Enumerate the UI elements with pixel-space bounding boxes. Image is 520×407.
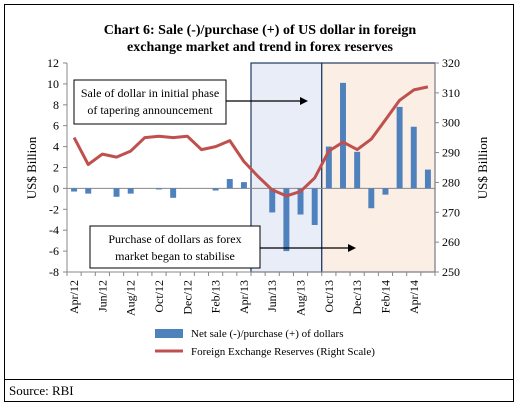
y-tick-label-left: -6 (49, 244, 59, 258)
annotation-text-2-line2: market began to stabilise (115, 249, 235, 263)
y-tick-label-right: 250 (442, 265, 460, 279)
shaded-region-2 (321, 62, 436, 273)
x-tick-labels: Apr/12 Jun/12 Aug/12 Oct/12 Dec/12 Feb/13 Apr/… (67, 280, 421, 316)
bar-Oct/13 (325, 146, 332, 189)
legend-label-line: Foreign Exchange Reserves (Right Scale) (191, 346, 375, 358)
chart-canvas: -8 -6 -4 -2 0 2 4 6 8 10 12 250 260 270 280 290 300 310 3… (24, 23, 490, 358)
x-tick-label: Jun/13 (265, 280, 279, 312)
annotation-arrowhead-1 (300, 97, 308, 105)
y-axis-label-left: US$ Billion (24, 136, 39, 199)
annotation-text-2-line1: Purchase of dollars as forex (108, 232, 241, 246)
x-tick-label: Jun/12 (95, 280, 109, 312)
bar-Jun/13 (269, 188, 276, 213)
x-tick-label: Feb/13 (209, 280, 223, 313)
bar-Jul/12 (113, 188, 120, 197)
y-axis-label-right: US$ Billion (475, 136, 490, 199)
bar-Jan/14 (368, 188, 375, 209)
bar-Aug/13 (297, 188, 304, 215)
y-tick-label-right: 300 (442, 116, 460, 130)
annotations: Sale of dollar in initial phase of taperi… (73, 79, 356, 269)
bar-May/12 (85, 188, 92, 194)
bar-Jul/13 (283, 188, 290, 252)
y-tick-label-left: -8 (49, 265, 59, 279)
chart-title-line2: exchange market and trend in forex reser… (127, 40, 394, 55)
x-tick-label: Aug/13 (294, 280, 308, 316)
y-tick-label-left: 2 (53, 161, 59, 175)
y-tick-label-left: 8 (53, 98, 59, 112)
x-tick-label: Feb/14 (378, 280, 392, 313)
bar-Apr/12 (71, 188, 78, 192)
source-note: Source: RBI (9, 383, 74, 398)
x-tick-label: Dec/13 (350, 280, 364, 315)
y-tick-label-left: 4 (53, 140, 59, 154)
bar-Feb/13 (212, 188, 219, 191)
legend: Net sale (-)/purchase (+) of dollars For… (155, 328, 375, 358)
x-tick-label: Apr/14 (407, 280, 421, 314)
y-tick-label-left: 0 (53, 181, 59, 195)
annotation-arrowhead-2 (348, 244, 356, 252)
x-tick-label: Apr/13 (237, 280, 251, 314)
annotation-box-1 (73, 79, 227, 125)
y-tick-label-left: 6 (53, 119, 59, 133)
chart-title-line1: Chart 6: Sale (-)/purchase (+) of US dol… (104, 23, 417, 38)
bar-Oct/12 (156, 188, 162, 190)
annotation-text-1-line2: of tapering announcement (87, 103, 213, 117)
legend-swatch-bars (155, 329, 183, 338)
y-tick-label-right: 310 (442, 86, 460, 100)
bar-Mar/14 (396, 106, 403, 189)
reserves-line (72, 85, 429, 198)
bar-Apr/13 (240, 182, 247, 189)
y-tick-label-left: 10 (47, 77, 59, 91)
y-tick-label-right: 320 (442, 56, 460, 70)
right-tick-labels: 250 260 270 280 290 300 310 320 (442, 56, 460, 279)
bar-series (71, 82, 431, 252)
bar-Apr/14 (410, 126, 417, 189)
y-tick-label-left: -2 (49, 202, 59, 216)
line-series (72, 85, 429, 198)
x-tick-label: Apr/12 (67, 280, 81, 314)
bar-Aug/12 (127, 188, 134, 194)
annotation-text-1-line1: Sale of dollar in initial phase (81, 86, 219, 100)
bar-Dec/13 (354, 151, 361, 189)
bar-Feb/14 (382, 188, 389, 195)
y-tick-label-right: 260 (442, 235, 460, 249)
bar-Mar/13 (226, 178, 233, 189)
y-tick-label-right: 270 (442, 205, 460, 219)
bar-Sep/13 (311, 188, 318, 225)
bar-Nov/13 (340, 82, 346, 189)
y-tick-label-left: 12 (47, 56, 59, 70)
x-tick-label: Oct/12 (152, 280, 166, 313)
legend-label-bars: Net sale (-)/purchase (+) of dollars (191, 328, 344, 340)
y-tick-label-right: 280 (442, 175, 460, 189)
bar-May/14 (424, 169, 431, 189)
y-tick-label-right: 290 (442, 146, 460, 160)
y-tick-label-left: -4 (49, 223, 59, 237)
annotation-box-2 (89, 225, 261, 269)
chart-frame (4, 4, 514, 402)
x-tick-label: Oct/13 (322, 280, 336, 313)
x-tick-label: Dec/12 (180, 280, 194, 315)
x-tick-label: Aug/12 (124, 280, 138, 316)
bar-Nov/12 (170, 188, 177, 198)
footer-divider (4, 379, 514, 380)
left-tick-labels: -8 -6 -4 -2 0 2 4 6 8 10 12 (47, 56, 59, 279)
